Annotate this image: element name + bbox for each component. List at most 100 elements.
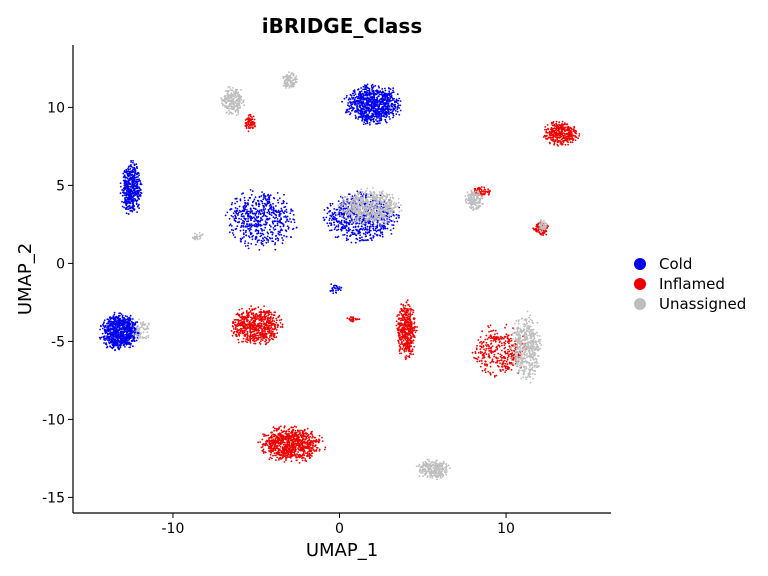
point xyxy=(260,322,263,325)
point xyxy=(356,238,359,241)
point xyxy=(109,345,111,348)
point xyxy=(279,322,282,324)
point xyxy=(406,309,409,311)
point xyxy=(117,346,120,349)
point xyxy=(134,322,137,325)
point xyxy=(366,94,369,96)
point xyxy=(119,335,122,338)
point xyxy=(253,316,256,318)
point xyxy=(268,329,271,332)
point xyxy=(357,111,360,114)
point xyxy=(254,323,256,326)
point xyxy=(405,301,408,304)
point xyxy=(248,321,251,323)
point xyxy=(567,129,570,132)
point xyxy=(397,99,400,102)
point xyxy=(133,187,136,190)
point xyxy=(404,356,407,358)
point xyxy=(255,243,257,246)
point xyxy=(128,337,131,339)
point xyxy=(266,320,269,322)
point xyxy=(410,350,413,352)
point xyxy=(289,212,292,215)
point xyxy=(333,228,336,231)
point xyxy=(265,333,268,335)
point xyxy=(408,305,411,308)
point xyxy=(226,211,229,214)
point xyxy=(104,324,107,327)
point xyxy=(366,232,369,235)
point xyxy=(405,350,407,352)
point xyxy=(331,289,334,292)
point xyxy=(235,211,238,214)
point xyxy=(266,211,269,214)
point xyxy=(113,329,115,332)
point xyxy=(376,120,379,123)
point xyxy=(123,194,126,197)
point xyxy=(265,310,267,313)
point xyxy=(370,84,373,87)
point xyxy=(569,132,572,135)
point xyxy=(281,229,283,232)
point xyxy=(261,212,264,215)
point xyxy=(230,330,233,332)
point xyxy=(232,234,235,236)
point xyxy=(249,224,252,227)
point xyxy=(116,321,119,324)
point xyxy=(403,337,406,339)
point xyxy=(265,324,268,327)
point xyxy=(329,202,332,205)
point xyxy=(131,181,133,183)
point xyxy=(264,208,267,210)
point xyxy=(107,335,109,338)
point xyxy=(404,348,407,350)
point xyxy=(255,223,258,226)
point xyxy=(134,191,136,193)
point xyxy=(366,225,369,228)
point xyxy=(105,346,108,349)
point xyxy=(379,113,381,116)
point xyxy=(354,114,357,117)
point xyxy=(122,318,125,321)
point xyxy=(364,228,367,231)
point xyxy=(261,228,263,231)
point xyxy=(374,107,376,110)
point xyxy=(272,206,275,209)
point xyxy=(342,234,344,236)
point xyxy=(263,314,266,317)
point xyxy=(380,232,382,234)
point xyxy=(357,225,360,228)
point xyxy=(400,313,403,315)
point xyxy=(274,243,276,246)
point xyxy=(390,215,393,218)
point xyxy=(569,129,572,132)
point xyxy=(384,103,387,106)
point xyxy=(403,327,406,329)
point xyxy=(546,134,548,137)
point xyxy=(263,336,265,339)
point xyxy=(248,322,251,325)
point xyxy=(337,200,340,203)
point xyxy=(121,316,124,319)
point xyxy=(562,124,565,126)
point xyxy=(409,352,411,355)
point xyxy=(277,239,279,242)
point xyxy=(404,335,407,338)
point xyxy=(131,186,134,189)
point xyxy=(276,224,279,227)
point xyxy=(256,220,259,223)
point xyxy=(269,203,272,206)
point xyxy=(545,130,548,133)
point xyxy=(243,204,246,207)
point xyxy=(124,171,127,173)
point xyxy=(380,110,383,112)
point xyxy=(568,139,571,141)
point xyxy=(553,140,556,143)
point xyxy=(280,425,282,428)
point xyxy=(133,178,136,181)
point xyxy=(566,140,569,143)
point xyxy=(136,205,139,208)
point xyxy=(132,203,135,206)
point xyxy=(134,199,137,202)
point xyxy=(359,234,361,237)
